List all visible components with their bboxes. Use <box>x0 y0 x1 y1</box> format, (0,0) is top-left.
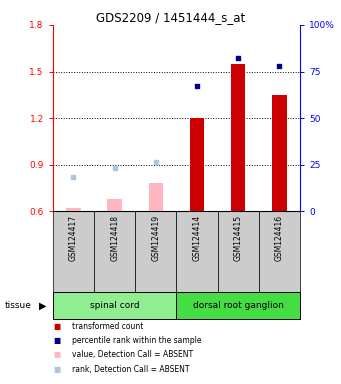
Bar <box>107 199 122 211</box>
Text: percentile rank within the sample: percentile rank within the sample <box>72 336 201 345</box>
Text: GSM124418: GSM124418 <box>110 215 119 261</box>
Bar <box>231 64 246 211</box>
Bar <box>218 211 259 292</box>
Text: rank, Detection Call = ABSENT: rank, Detection Call = ABSENT <box>72 364 189 374</box>
Point <box>277 63 282 69</box>
Bar <box>53 211 94 292</box>
Text: ▶: ▶ <box>39 300 47 310</box>
Point <box>153 159 159 165</box>
Point <box>112 165 117 171</box>
Text: GSM124414: GSM124414 <box>193 215 202 262</box>
Bar <box>135 211 177 292</box>
Text: ■: ■ <box>53 350 60 359</box>
Bar <box>53 292 177 319</box>
Text: GSM124416: GSM124416 <box>275 215 284 262</box>
Bar <box>177 292 300 319</box>
Text: ■: ■ <box>53 322 60 331</box>
Text: transformed count: transformed count <box>72 322 143 331</box>
Text: value, Detection Call = ABSENT: value, Detection Call = ABSENT <box>72 350 193 359</box>
Bar <box>177 211 218 292</box>
Text: dorsal root ganglion: dorsal root ganglion <box>193 301 284 310</box>
Text: tissue: tissue <box>5 301 32 310</box>
Bar <box>94 211 135 292</box>
Bar <box>66 208 81 211</box>
Point <box>236 55 241 61</box>
Text: ■: ■ <box>53 336 60 345</box>
Text: ■: ■ <box>53 364 60 374</box>
Bar <box>259 211 300 292</box>
Point <box>71 174 76 180</box>
Text: GSM124417: GSM124417 <box>69 215 78 262</box>
Text: GDS2209 / 1451444_s_at: GDS2209 / 1451444_s_at <box>96 12 245 25</box>
Text: GSM124419: GSM124419 <box>151 215 160 262</box>
Point <box>194 83 200 89</box>
Bar <box>272 95 287 211</box>
Bar <box>149 183 163 211</box>
Bar <box>190 118 204 211</box>
Text: spinal cord: spinal cord <box>90 301 139 310</box>
Text: GSM124415: GSM124415 <box>234 215 243 262</box>
